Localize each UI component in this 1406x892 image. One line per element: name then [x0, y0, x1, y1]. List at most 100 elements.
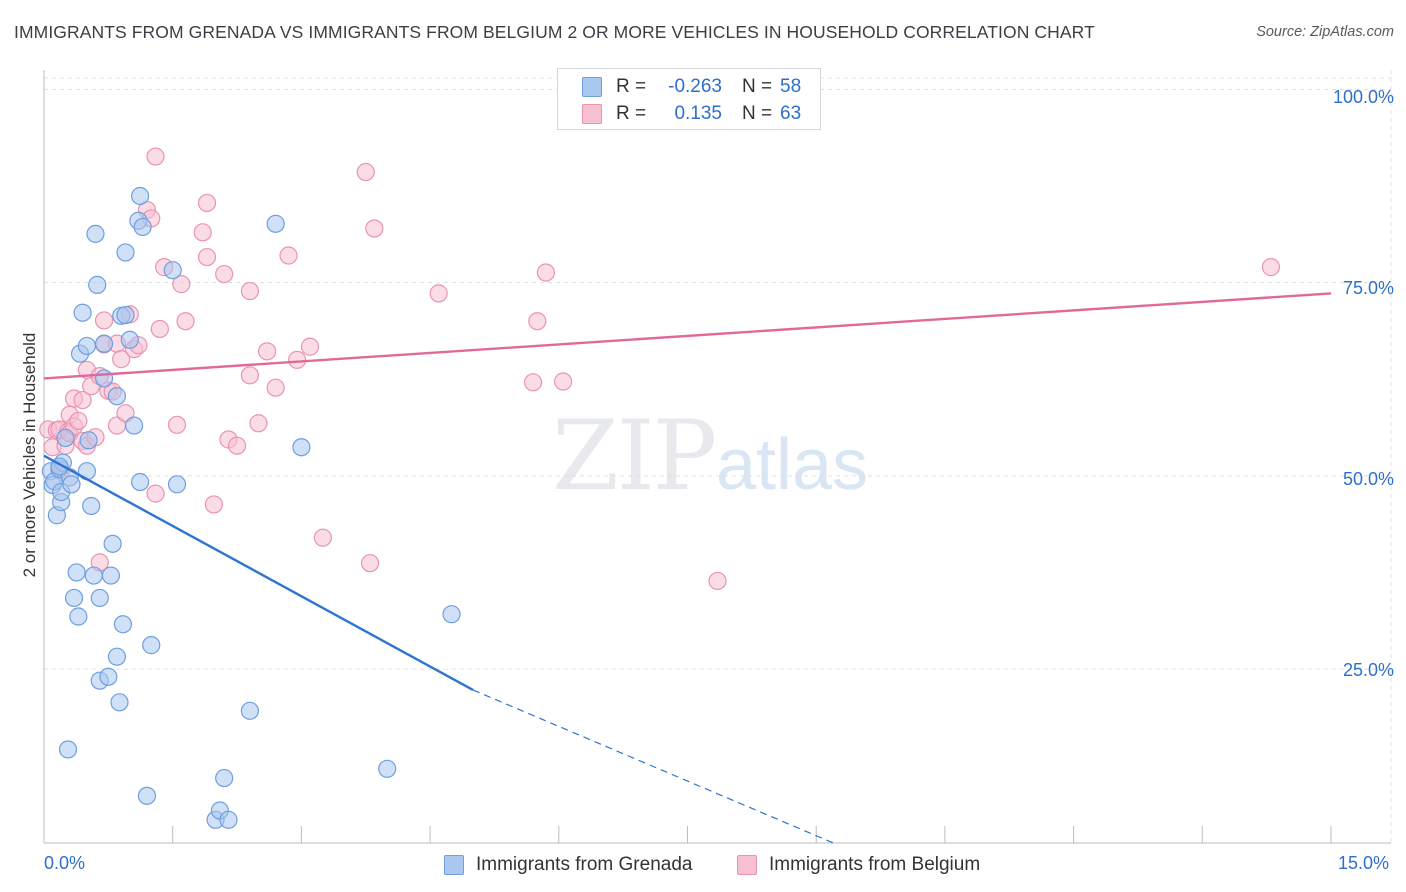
grenada-point-37	[120, 330, 139, 349]
grenada-point-42	[133, 217, 152, 237]
y-tick-label-100: 100.0%	[1332, 87, 1394, 107]
source-label: Source: ZipAtlas.com	[1256, 24, 1394, 40]
grenada-point-23	[90, 588, 109, 608]
belgium-point-57	[360, 554, 380, 573]
legend-n-label: N =	[742, 103, 773, 124]
belgium-point-20	[94, 311, 114, 330]
belgium-point-11	[69, 411, 88, 431]
belgium-point-54	[300, 337, 320, 356]
belgium-point-44	[215, 264, 234, 284]
grenada-point-52	[266, 214, 285, 233]
y-tick-label-25: 25.0%	[1342, 660, 1394, 680]
belgium-point-40	[193, 223, 212, 242]
legend-r-value-grenada: -0.263	[668, 76, 722, 97]
belgium-point-56	[356, 162, 375, 182]
grenada-point-31	[107, 647, 127, 666]
belgium-point-38	[167, 415, 187, 434]
grenada-point-38	[124, 416, 144, 435]
grenada-point-34	[113, 615, 133, 634]
grenada-point-35	[116, 243, 135, 262]
legend-n-value-grenada: 58	[780, 76, 802, 97]
grenada-swatch-icon	[582, 77, 602, 97]
belgium-point-52	[279, 246, 298, 265]
belgium-point-34	[150, 319, 169, 339]
grenada-point-56	[58, 740, 78, 759]
belgium-point-60	[528, 312, 547, 331]
belgium-point-47	[240, 281, 260, 301]
belgium-point-46	[227, 436, 247, 455]
series-grenada-points	[41, 186, 461, 829]
y-tick-label-75: 75.0%	[1342, 278, 1394, 298]
belgium-point-12	[73, 390, 92, 410]
belgium-point-59	[429, 284, 448, 303]
grenada-point-27	[99, 667, 118, 686]
belgium-point-51	[266, 378, 285, 397]
gridlines	[44, 70, 1392, 843]
grenada-point-13	[69, 607, 88, 626]
grenada-point-46	[167, 475, 187, 494]
belgium-trend-line	[43, 292, 1332, 380]
belgium-point-64	[708, 571, 727, 591]
belgium-point-26	[112, 350, 131, 369]
grenada-point-28	[101, 566, 121, 585]
correlation-legend: R = -0.263 N = 58 R = 0.135 N = 63	[557, 68, 821, 130]
grenada-point-50	[219, 810, 238, 829]
grenada-point-51	[240, 701, 260, 720]
watermark-atlas: atlas	[716, 425, 869, 505]
grenada-point-53	[292, 438, 311, 457]
axes	[43, 70, 1391, 844]
legend-r-value-belgium: 0.135	[674, 103, 722, 124]
grenada-point-19	[82, 496, 101, 516]
belgium-swatch-icon	[582, 104, 602, 124]
belgium-point-41	[197, 247, 217, 267]
grenada-point-44	[142, 636, 161, 655]
grenada-point-17	[77, 336, 97, 356]
legend-series-name-belgium: Immigrants from Belgium	[769, 854, 981, 875]
belgium-point-65	[1261, 258, 1281, 277]
grenada-point-8	[56, 428, 75, 448]
watermark-zip: ZIP	[552, 400, 717, 512]
grenada-point-25	[94, 369, 114, 388]
grenada-point-55	[442, 605, 461, 624]
belgium-point-61	[523, 373, 543, 392]
legend-n-value-belgium: 63	[780, 103, 802, 124]
grenada-point-10	[62, 475, 81, 494]
grenada-point-26	[94, 334, 114, 353]
grenada-point-43	[137, 786, 157, 805]
x-tick-label-min: 0.0%	[44, 853, 86, 873]
belgium-point-53	[288, 350, 307, 369]
belgium-point-43	[204, 495, 223, 514]
legend-row-grenada: R = -0.263 N = 58	[582, 74, 801, 100]
belgium-point-50	[257, 342, 277, 361]
belgium-point-33	[146, 484, 165, 503]
belgium-point-63	[553, 372, 573, 391]
legend-series-name-grenada: Immigrants from Grenada	[476, 854, 693, 875]
grenada-legend-icon	[444, 855, 464, 875]
grenada-point-49	[215, 768, 234, 788]
grenada-trend-line	[43, 454, 474, 691]
grenada-point-41	[130, 472, 150, 492]
bottom-legend-belgium: Immigrants from Belgium	[737, 852, 980, 878]
grenada-point-18	[79, 431, 98, 450]
belgium-legend-icon	[737, 855, 757, 875]
legend-r-label: R =	[616, 76, 647, 97]
grenada-trend-extension	[472, 689, 834, 844]
grenada-point-30	[107, 387, 127, 406]
belgium-point-39	[176, 312, 195, 331]
belgium-point-62	[536, 263, 556, 282]
belgium-point-42	[197, 193, 217, 213]
grenada-point-29	[103, 534, 122, 553]
grenada-point-22	[88, 275, 107, 294]
belgium-point-48	[249, 414, 268, 433]
belgium-point-35	[146, 147, 165, 166]
legend-n-label: N =	[742, 76, 773, 97]
belgium-point-37	[172, 275, 191, 294]
y-axis-label: 2 or more Vehicles in Household	[20, 332, 39, 578]
chart-title: IMMIGRANTS FROM GRENADA VS IMMIGRANTS FR…	[14, 22, 1095, 42]
grenada-point-36	[116, 305, 135, 325]
grenada-point-21	[86, 224, 105, 243]
y-tick-label-50: 50.0%	[1342, 469, 1394, 489]
bottom-legend-grenada: Immigrants from Grenada	[444, 852, 692, 878]
grenada-point-32	[110, 693, 129, 712]
